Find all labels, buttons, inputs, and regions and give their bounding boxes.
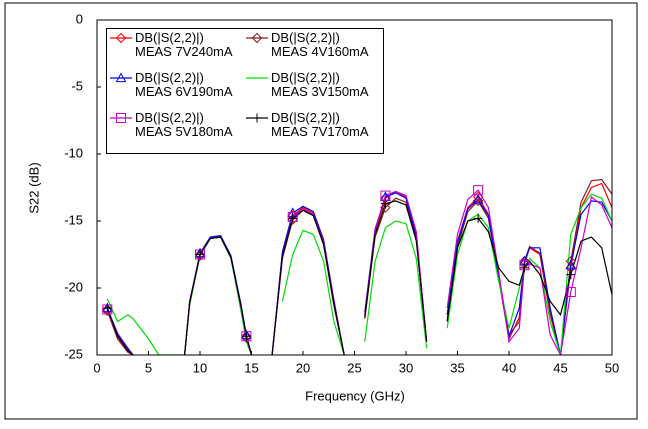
x-tick-label: 30 [399, 360, 413, 375]
series-line [106, 200, 612, 355]
legend-entry: DB(|S(2,2)|) MEAS 3V150mA [245, 71, 381, 111]
marker [565, 255, 577, 267]
marker [380, 202, 391, 213]
marker [116, 113, 126, 123]
legend-swatch [246, 113, 268, 123]
y-tick-label: -10 [64, 145, 83, 160]
series-line [106, 189, 612, 355]
x-tick-label: 25 [347, 360, 361, 375]
marker [565, 287, 576, 298]
series-line [106, 192, 612, 355]
marker [115, 72, 127, 83]
legend-entry: DB(|S(2,2)|) MEAS 4V160mA [245, 31, 381, 71]
plot-border [96, 19, 613, 356]
legend-label: DB(|S(2,2)|) MEAS 4V160mA [271, 30, 369, 59]
legend-label: DB(|S(2,2)|) MEAS 6V190mA [135, 70, 233, 99]
legend-swatch [110, 72, 132, 83]
x-tick-label: 40 [502, 360, 516, 375]
marker [252, 113, 262, 123]
y-tick-label: -15 [64, 212, 83, 227]
x-tick-label: 5 [145, 360, 152, 375]
x-axis-label: Frequency (GHz) [305, 388, 405, 403]
legend: DB(|S(2,2)|) MEAS 7V240mA DB(|S(2,2)|) ME… [106, 28, 384, 154]
marker [115, 32, 127, 44]
marker [473, 213, 483, 223]
plot-area [106, 178, 612, 355]
x-tick-label: 20 [296, 360, 310, 375]
frame [4, 2, 638, 420]
x-tick-label: 10 [193, 360, 207, 375]
y-tick-label: -25 [64, 346, 83, 361]
legend-entry: DB(|S(2,2)|) MEAS 5V180mA [109, 111, 245, 151]
x-tick-label: 15 [244, 360, 258, 375]
x-tick-label: 0 [93, 360, 100, 375]
legend-entry: DB(|S(2,2)|) MEAS 6V190mA [109, 71, 245, 111]
y-tick-label: -5 [71, 78, 83, 93]
legend-label: DB(|S(2,2)|) MEAS 7V240mA [135, 30, 233, 59]
marker [380, 199, 390, 209]
legend-entry: DB(|S(2,2)|) MEAS 7V170mA [245, 111, 381, 151]
marker [251, 32, 263, 44]
marker [566, 270, 576, 280]
legend-swatch [246, 32, 268, 44]
legend-label: DB(|S(2,2)|) MEAS 7V170mA [271, 110, 369, 139]
marker [519, 263, 529, 273]
legend-swatch [110, 32, 132, 44]
marker [473, 185, 484, 196]
y-tick-label: 0 [76, 11, 83, 26]
marker [472, 194, 484, 204]
marker [472, 195, 484, 207]
series-line [106, 178, 612, 355]
x-tick-label: 50 [605, 360, 619, 375]
y-tick-label: -20 [64, 279, 83, 294]
legend-label: DB(|S(2,2)|) MEAS 3V150mA [271, 70, 369, 99]
legend-label: DB(|S(2,2)|) MEAS 5V180mA [135, 110, 233, 139]
x-tick-label: 35 [450, 360, 464, 375]
marker [565, 259, 577, 270]
marker [241, 331, 251, 341]
legend-entry: DB(|S(2,2)|) MEAS 7V240mA [109, 31, 245, 71]
marker [472, 191, 484, 203]
marker [195, 250, 205, 259]
legend-swatch [246, 77, 268, 79]
marker [288, 213, 298, 223]
series-line [106, 193, 612, 355]
x-tick-label: 45 [553, 360, 567, 375]
y-axis-label: S22 (dB) [26, 162, 41, 213]
legend-swatch [110, 113, 132, 123]
marker [102, 303, 112, 313]
